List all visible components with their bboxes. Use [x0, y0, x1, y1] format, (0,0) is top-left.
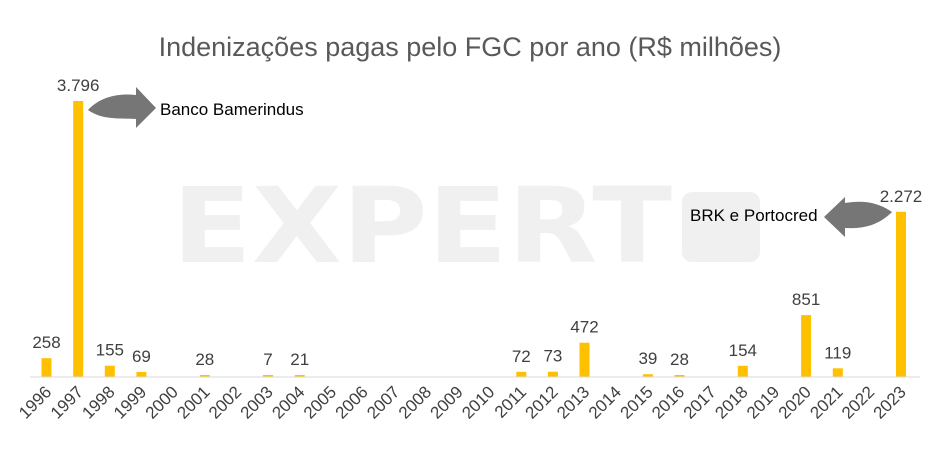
bar-2023 — [896, 211, 906, 377]
data-label-2018: 154 — [729, 341, 757, 360]
x-tick-2001: 2001 — [173, 382, 213, 422]
data-label-2011: 72 — [512, 347, 531, 366]
annotation-bamerindus: Banco Bamerindus — [88, 87, 304, 128]
x-tick-2007: 2007 — [363, 382, 403, 422]
data-label-2016: 28 — [670, 350, 689, 369]
x-tick-1999: 1999 — [110, 382, 150, 422]
bar-2015 — [642, 374, 653, 377]
data-label-2001: 28 — [195, 350, 214, 369]
x-tick-2023: 2023 — [870, 382, 910, 422]
annotation-label-brk-portocred: BRK e Portocred — [690, 206, 818, 225]
data-labels-group: 258 3.796 155 69 28 7 21 72 73 472 39 28 154 851 119 2.… — [32, 76, 922, 369]
x-tick-2021: 2021 — [806, 382, 846, 422]
bar-2001 — [199, 375, 210, 377]
data-label-1998: 155 — [96, 341, 124, 360]
annotation-label-bamerindus: Banco Bamerindus — [160, 100, 304, 119]
bar-2004 — [294, 375, 305, 377]
x-tick-2012: 2012 — [522, 382, 562, 422]
x-tick-2000: 2000 — [142, 382, 182, 422]
data-label-2003: 7 — [263, 350, 272, 369]
x-tick-2005: 2005 — [300, 382, 340, 422]
bar-2012 — [547, 371, 558, 377]
data-label-1996: 258 — [32, 333, 60, 352]
x-tick-2014: 2014 — [585, 382, 625, 422]
data-label-2020: 851 — [792, 290, 820, 309]
x-axis-ticks: 1996199719981999200020012002200320042005… — [15, 382, 910, 422]
watermark: EXPERT — [172, 165, 760, 287]
bar-2013 — [579, 342, 590, 377]
x-tick-2004: 2004 — [268, 382, 308, 422]
x-tick-2003: 2003 — [237, 382, 277, 422]
curved-arrow-left-icon — [824, 197, 892, 237]
chart-title: Indenizações pagas pelo FGC por ano (R$ … — [159, 32, 782, 62]
x-tick-2011: 2011 — [491, 382, 530, 421]
x-tick-1996: 1996 — [15, 382, 55, 422]
bar-1996 — [41, 358, 52, 377]
data-label-2013: 472 — [570, 318, 598, 337]
bar-2021 — [832, 368, 843, 377]
data-label-2004: 21 — [290, 350, 309, 369]
x-tick-2002: 2002 — [205, 382, 245, 422]
x-tick-1998: 1998 — [78, 382, 118, 422]
x-tick-2018: 2018 — [711, 382, 751, 422]
watermark-text: EXPERT — [172, 165, 672, 287]
x-tick-2016: 2016 — [648, 382, 688, 422]
data-label-2021: 119 — [824, 343, 851, 362]
bar-2020 — [801, 315, 812, 377]
data-label-2015: 39 — [638, 349, 657, 368]
bar-2016 — [674, 375, 685, 377]
x-tick-2009: 2009 — [427, 382, 467, 422]
bar-1997 — [73, 101, 84, 377]
x-tick-2010: 2010 — [458, 382, 498, 422]
annotation-brk-portocred: BRK e Portocred — [690, 197, 892, 237]
x-tick-1997: 1997 — [47, 382, 87, 422]
bars-group — [41, 101, 906, 377]
x-tick-2019: 2019 — [743, 382, 783, 422]
data-label-2023: 2.272 — [880, 187, 923, 206]
bar-1999 — [136, 372, 147, 377]
x-tick-2022: 2022 — [838, 382, 878, 422]
x-tick-2008: 2008 — [395, 382, 435, 422]
watermark-logo-icon — [682, 192, 760, 262]
x-tick-2015: 2015 — [617, 382, 657, 422]
bar-2018 — [737, 365, 748, 377]
x-tick-2006: 2006 — [332, 382, 372, 422]
curved-arrow-right-icon — [88, 87, 156, 128]
bar-2003 — [263, 375, 273, 377]
bar-1998 — [104, 365, 115, 377]
data-label-2012: 73 — [543, 347, 562, 366]
x-tick-2013: 2013 — [553, 382, 593, 422]
x-tick-2017: 2017 — [680, 382, 720, 422]
data-label-1999: 69 — [132, 347, 151, 366]
x-tick-2020: 2020 — [775, 382, 815, 422]
bar-2011 — [516, 371, 527, 377]
data-label-1997: 3.796 — [57, 76, 100, 95]
